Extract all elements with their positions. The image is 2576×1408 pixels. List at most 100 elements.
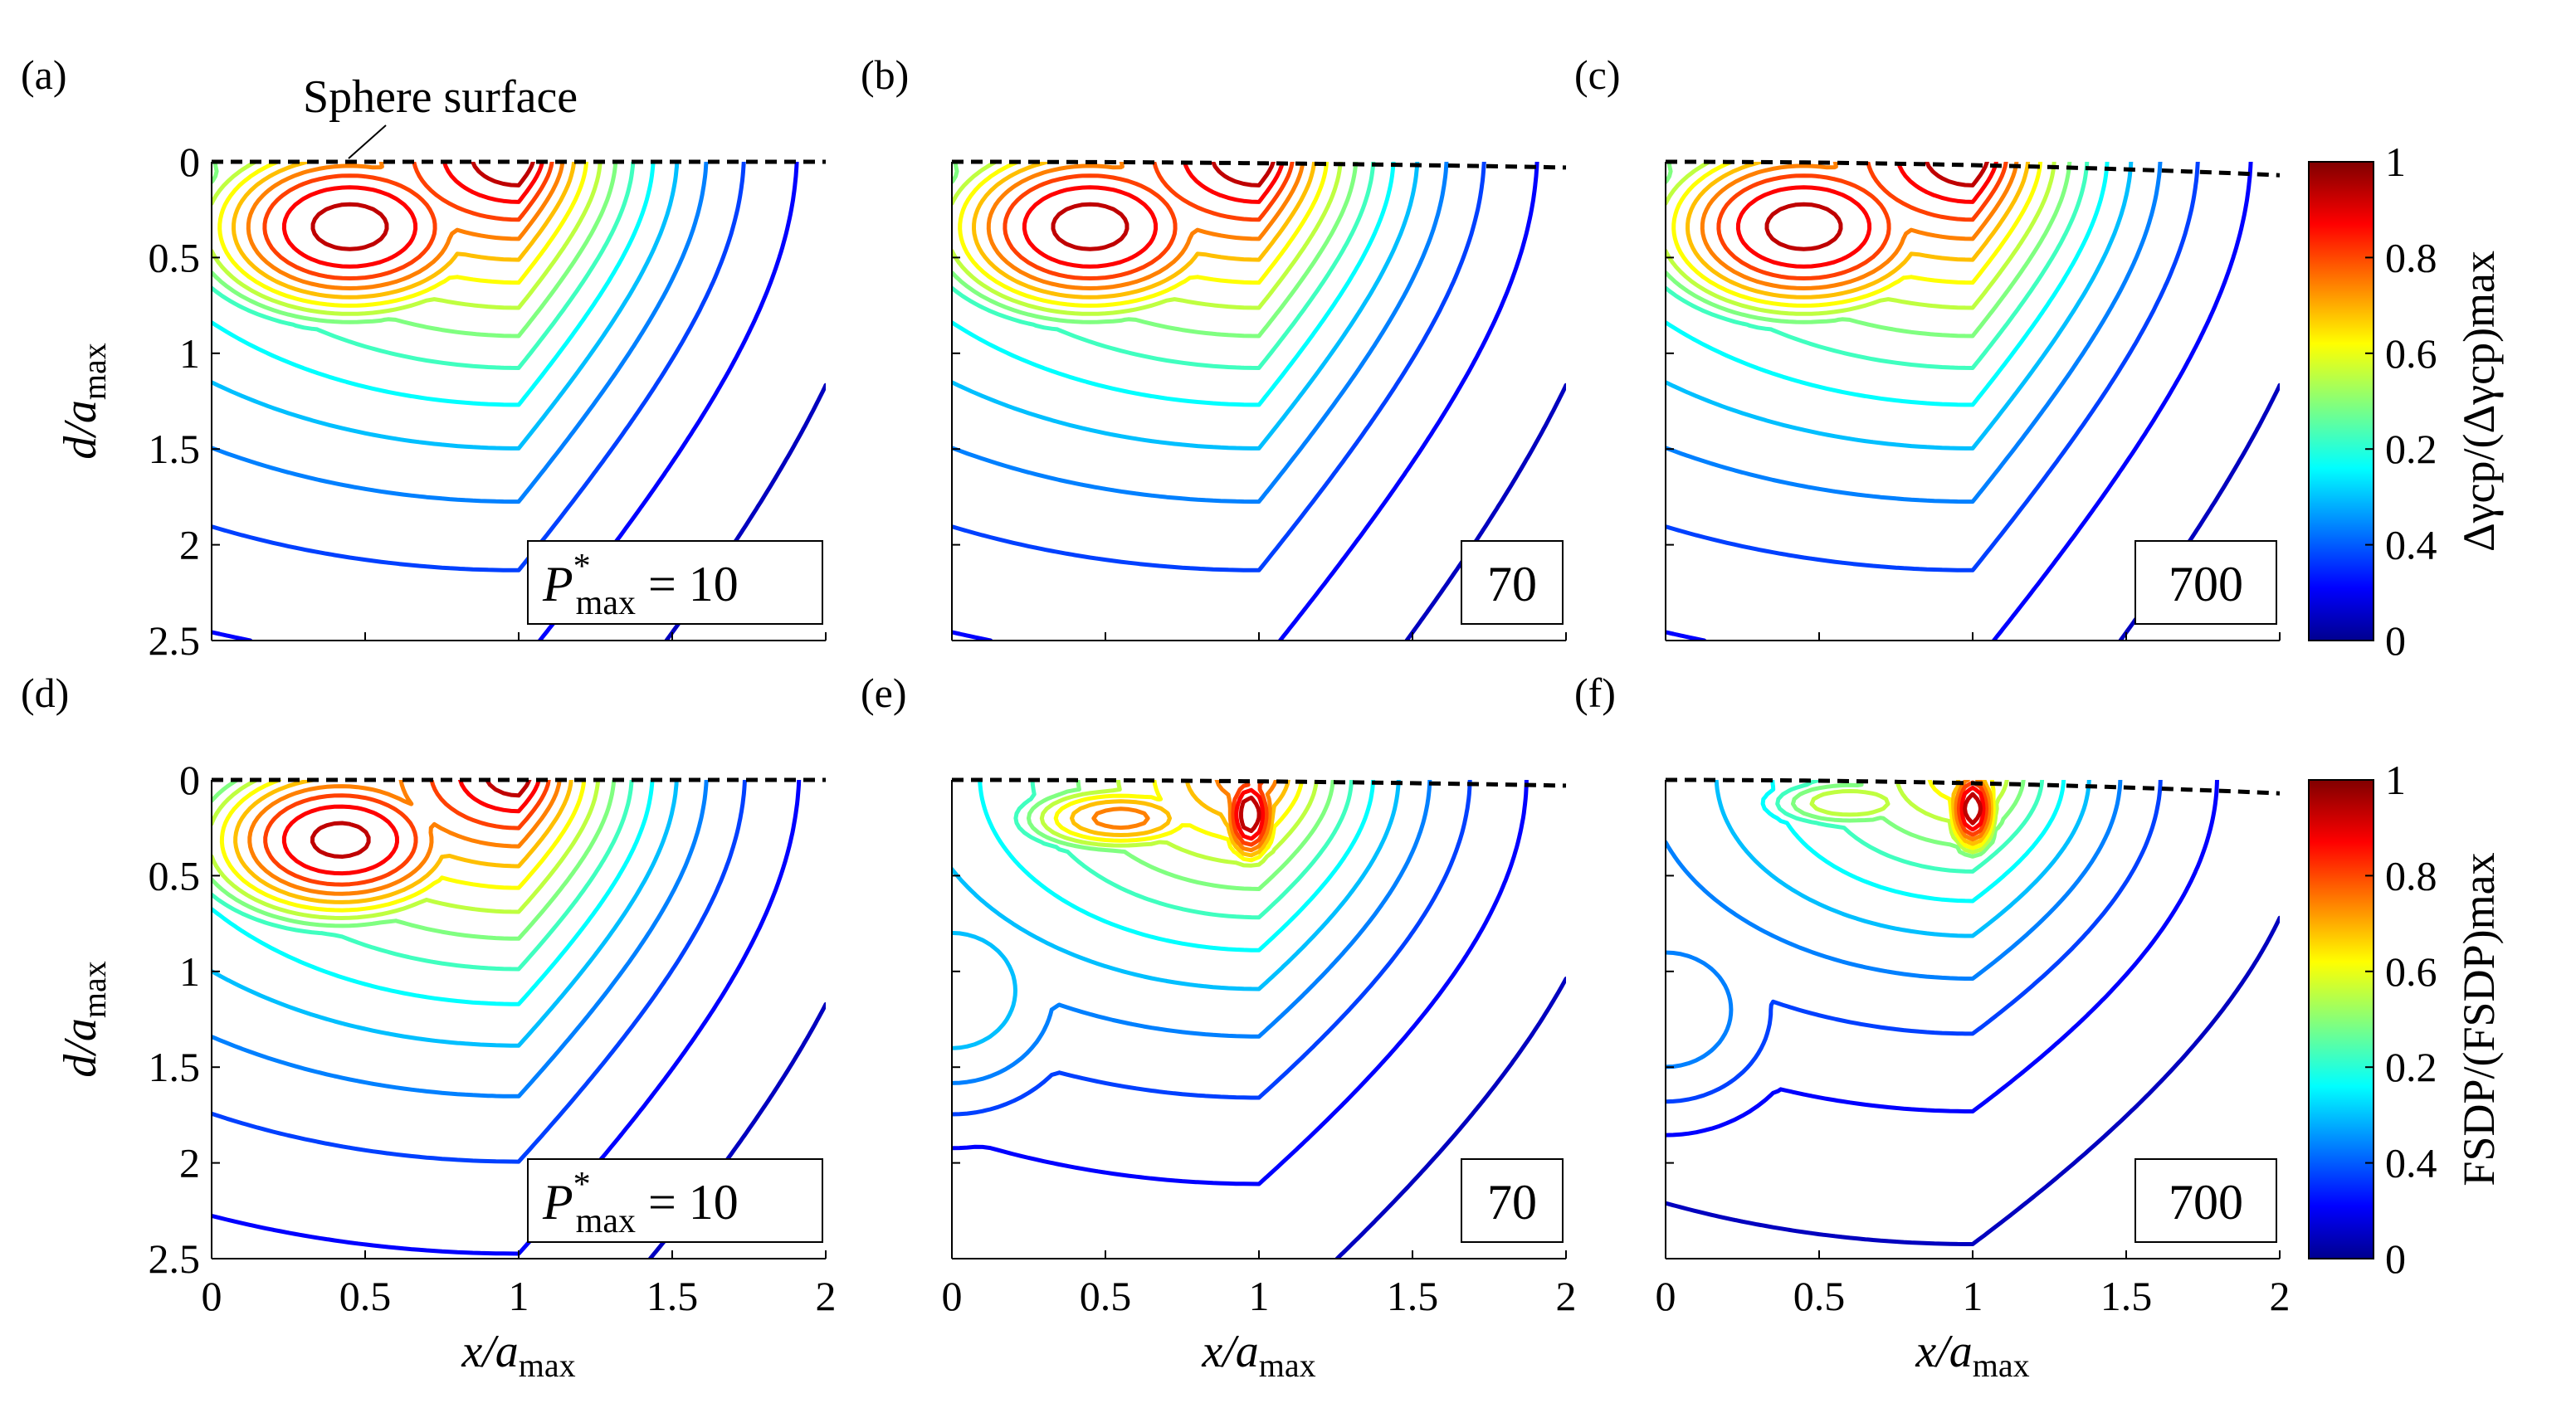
contour-level-b-3	[952, 162, 1486, 572]
contour-level-d-7	[212, 780, 634, 972]
panel-label-a: (a)	[21, 51, 67, 98]
panel-label-b: (b)	[861, 51, 909, 98]
contour-level-f-5	[1714, 780, 2091, 938]
panel-label-c: (c)	[1574, 51, 1621, 98]
y-label-main: d/a	[55, 1018, 106, 1078]
contour-level-e-15	[1238, 795, 1261, 834]
pmax-sup: *	[573, 1166, 591, 1204]
contour-level-f-1	[1666, 915, 2280, 1246]
x-tick-label: 1.5	[646, 1273, 699, 1319]
contour-lines-c	[1666, 162, 2280, 641]
contour-level-e-7	[1013, 780, 1354, 920]
contour-level-f-15	[1963, 792, 1983, 826]
y-label-main: d/a	[55, 400, 106, 460]
colorbar-tick-label: 0.8	[2385, 852, 2437, 899]
contour-level-d-14	[281, 780, 541, 876]
contour-level-e-5	[952, 780, 1401, 1050]
annotation-leader	[348, 124, 387, 159]
y-label-sub: max	[76, 961, 113, 1018]
x-tick-label: 1.5	[2100, 1273, 2153, 1319]
contour-lines-a	[212, 162, 826, 641]
pmax-value: = 10	[636, 557, 739, 611]
contour-level-a-7	[212, 162, 636, 370]
pmax-box-e	[1461, 1158, 1564, 1243]
colorbar-gradient	[2308, 779, 2374, 1259]
contour-level-d-13	[263, 780, 551, 887]
contour-level-f-14	[1959, 785, 1986, 832]
sphere-surface-e	[952, 777, 1567, 788]
contour-level-d-11	[233, 780, 573, 904]
contour-lines-e	[952, 780, 1566, 1259]
x-label-sub: max	[1259, 1347, 1316, 1384]
y-tick-label: 1	[179, 948, 200, 995]
colorbar-tick-label: 0	[2385, 1235, 2406, 1282]
pmax-value-c: 700	[2169, 557, 2243, 611]
contour-level-d-4	[212, 780, 709, 1099]
contour-level-c-2	[1666, 162, 2253, 641]
contour-level-d-10	[219, 780, 587, 913]
contour-level-d-8	[212, 780, 617, 941]
pmax-sub: max	[576, 1202, 636, 1240]
contour-level-a-3	[212, 162, 746, 572]
panel-c: (c) 700	[1574, 51, 2281, 641]
pmax-box-c	[2134, 540, 2277, 625]
contour-lines-d	[212, 780, 826, 1259]
y-tick-label: 1	[179, 330, 200, 377]
x-label-main: x/a	[1201, 1326, 1258, 1377]
x-tick-label: 2	[1556, 1273, 1577, 1319]
contour-level-f-4	[1666, 780, 2123, 1069]
contour-level-e-12	[1091, 780, 1279, 853]
x-tick-label: 0.5	[1793, 1273, 1846, 1319]
y-tick-label: 2	[179, 522, 200, 568]
contour-level-f-3	[1666, 780, 2163, 1104]
contour-level-c-15	[1764, 162, 1989, 251]
pmax-sub: max	[576, 584, 636, 622]
sphere-surface-b	[952, 159, 1567, 170]
x-tick-label: 2	[2270, 1273, 2291, 1319]
x-tick-label: 0	[942, 1273, 963, 1319]
contour-level-c-3	[1666, 162, 2200, 572]
colorbar-label: Δγcp/(Δγcp)max	[2454, 251, 2504, 552]
contour-level-d-12	[247, 780, 562, 896]
colorbar-gradient	[2308, 161, 2374, 641]
contour-level-c-13	[1716, 162, 2008, 280]
y-tick-label: 2.5	[149, 1235, 201, 1282]
pmax-box-a	[527, 540, 823, 625]
x-label-sub: max	[1973, 1347, 2030, 1384]
contour-level-d-5	[212, 780, 679, 1048]
y-tick-label: 2.5	[149, 617, 201, 664]
sphere-surface-c	[1666, 159, 2281, 178]
contour-lines-b	[952, 162, 1566, 641]
colorbar-tick-label: 0.4	[2385, 1140, 2437, 1186]
contour-level-c-6	[1666, 162, 2110, 407]
x-axis-label: x/amax	[461, 1326, 575, 1384]
contour-level-c-5	[1666, 162, 2134, 451]
contour-level-a-8	[212, 162, 618, 339]
contour-level-f-13	[1956, 780, 1989, 837]
pmax-label-d: P* max = 10	[542, 1166, 739, 1240]
panel-label-f: (f)	[1574, 670, 1616, 716]
contour-level-f-2	[1666, 780, 2219, 1138]
panel-label-d: (d)	[21, 670, 69, 716]
contour-level-b-13	[1003, 162, 1295, 280]
panel-f: 0 0.5 1 1.5 2 (f) x/amax 700	[1574, 670, 2291, 1384]
x-tick-label: 1	[1963, 1273, 1983, 1319]
contour-level-a-4	[212, 162, 709, 504]
contour-level-a-12	[246, 162, 565, 290]
x-axis-label: x/amax	[1915, 1326, 2029, 1384]
y-tick-label: 0.5	[149, 852, 201, 899]
contour-level-a-10	[217, 162, 589, 308]
colorbar-cb2: 1 0.8 0.6 0.2 0.4 0 FSDP/(FSDP)max	[2308, 757, 2504, 1282]
pmax-label-a: P* max = 10	[542, 548, 739, 622]
pmax-box-b	[1461, 540, 1564, 625]
contour-level-e-8	[1027, 780, 1335, 891]
y-tick-label: 0	[179, 757, 200, 803]
x-tick-label: 0.5	[1080, 1273, 1132, 1319]
contour-level-a-14	[281, 162, 544, 269]
contour-level-b-4	[952, 162, 1449, 504]
contour-level-f-10	[1927, 780, 1996, 850]
pmax-value-e: 70	[1487, 1175, 1537, 1230]
x-tick-label: 0.5	[339, 1273, 392, 1319]
colorbar-tick-label: 0.2	[2385, 1044, 2437, 1090]
